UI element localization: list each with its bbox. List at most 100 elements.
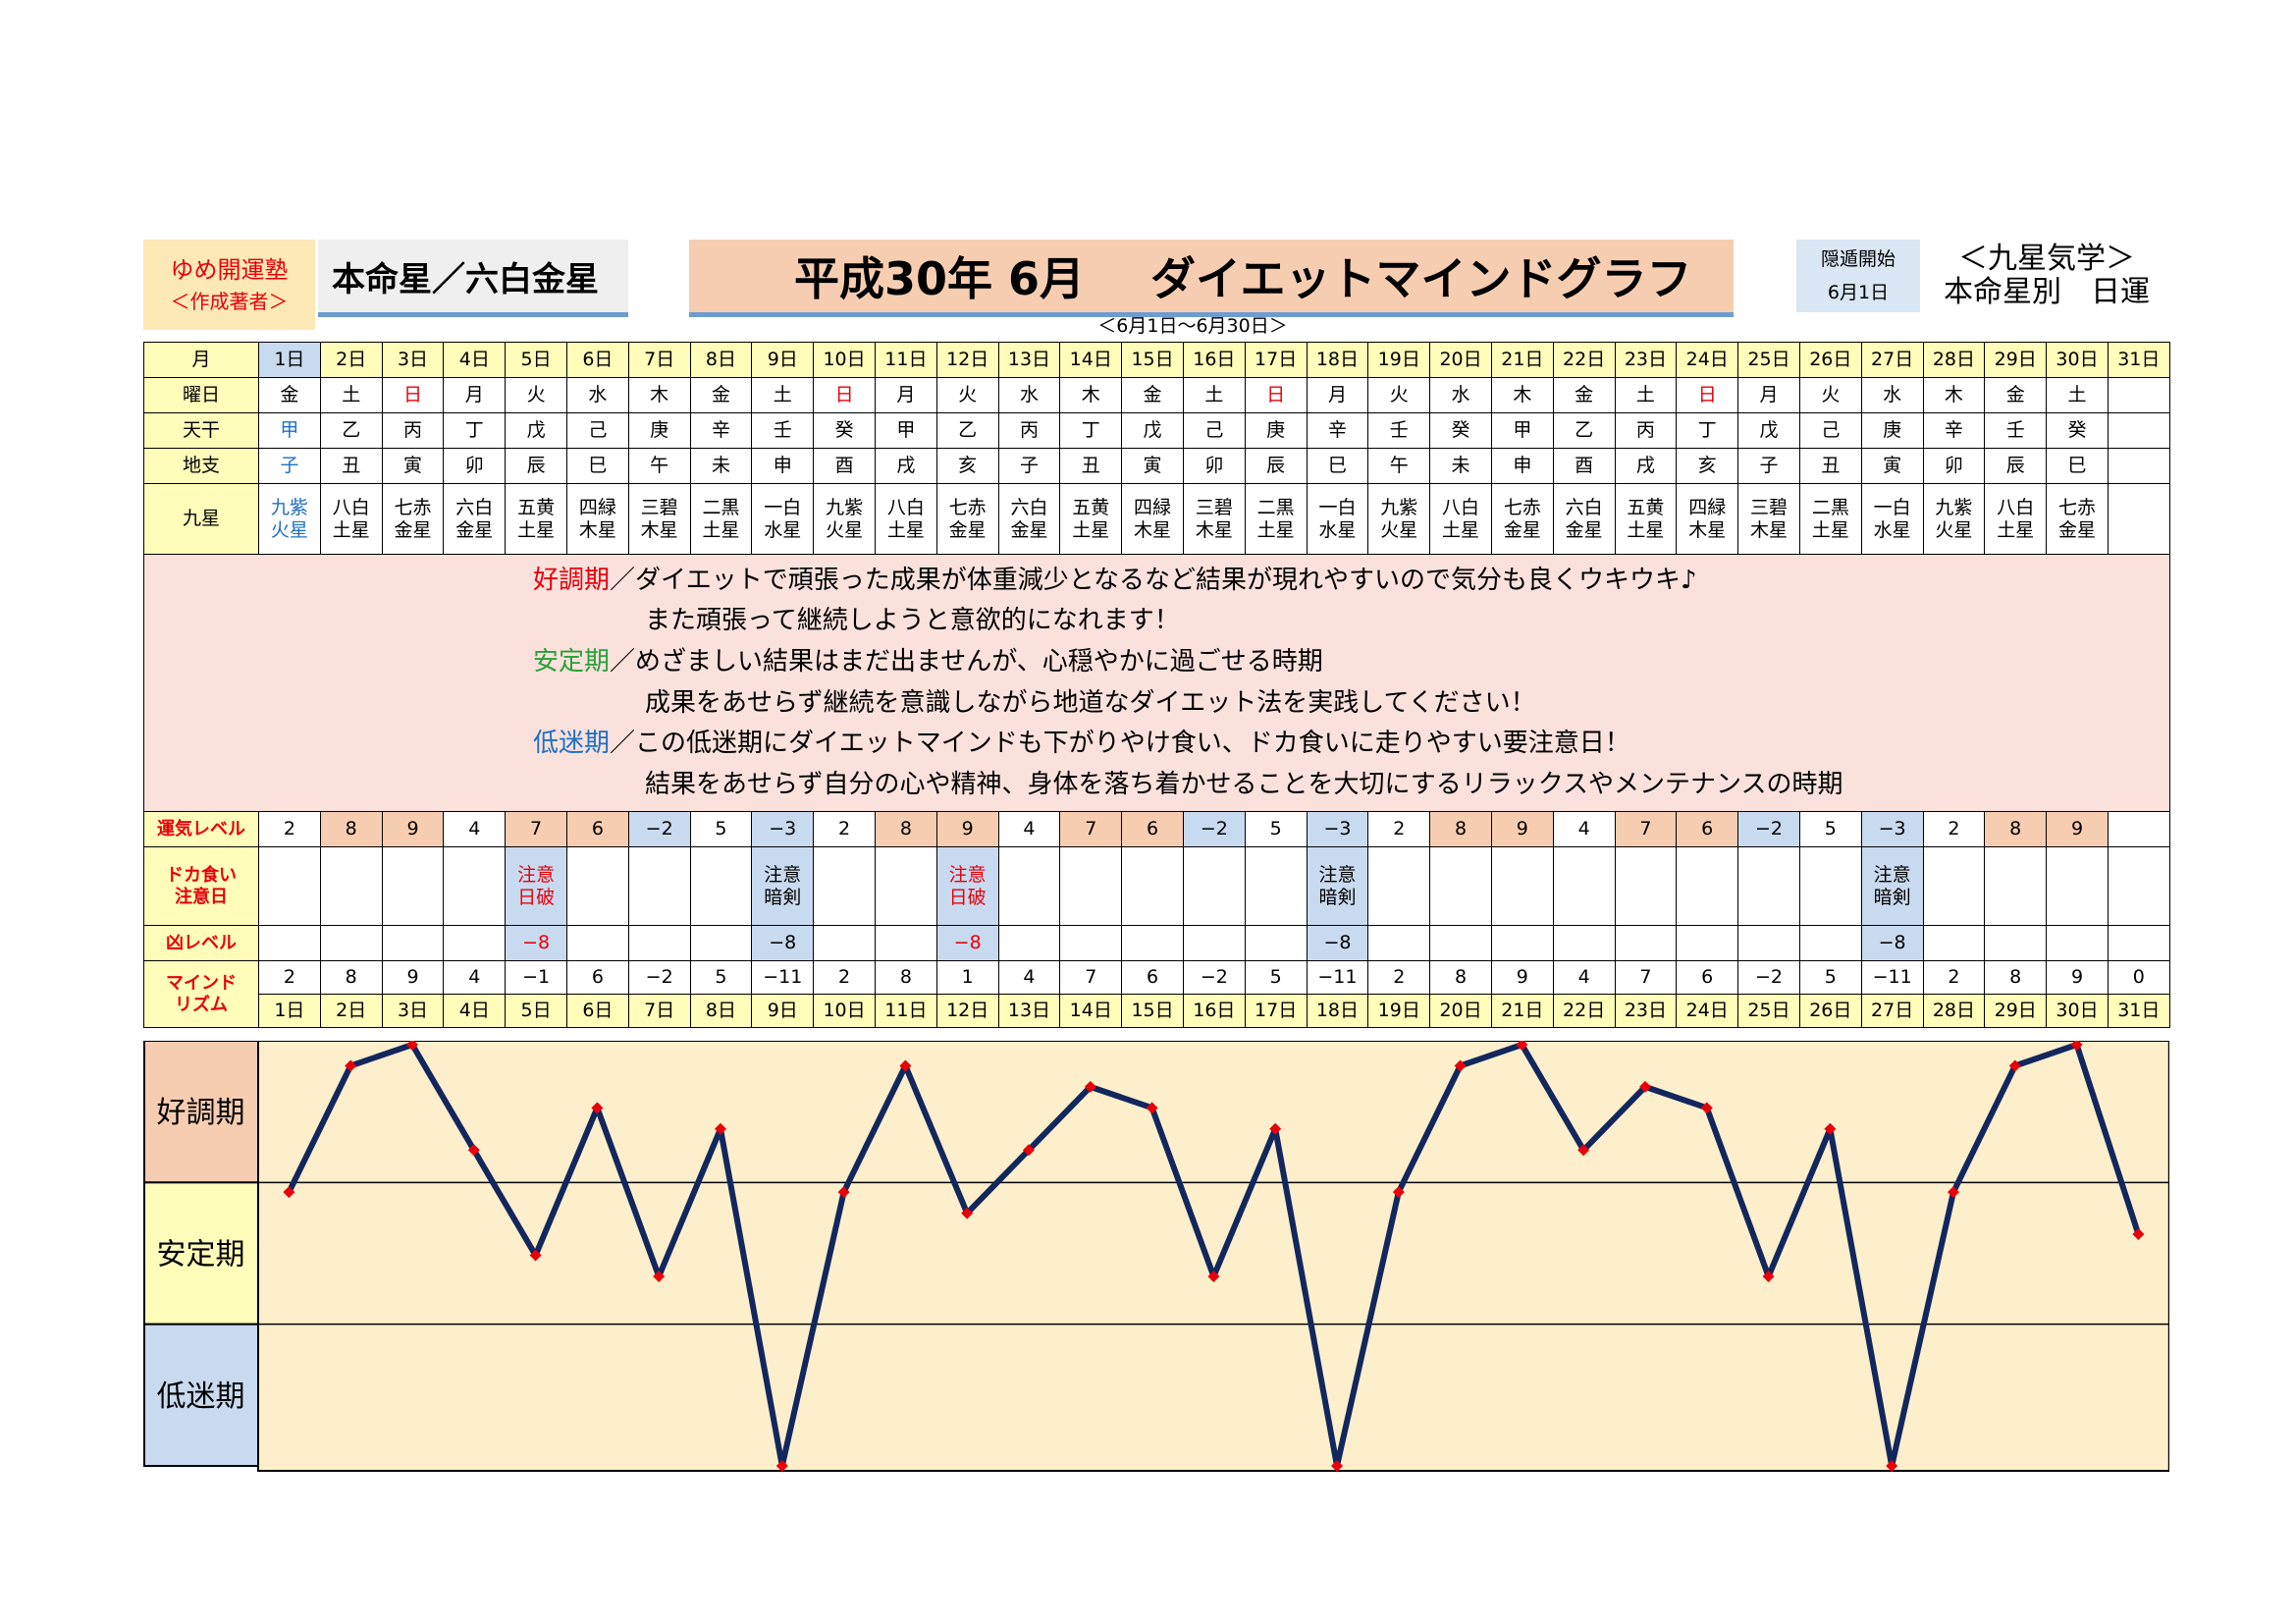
- tenkan-cell: 癸: [813, 412, 876, 449]
- chishi-cell: 酉: [1552, 448, 1616, 484]
- doka-cell: 注意 暗剣: [1860, 846, 1924, 926]
- kyusei-star-name: 九紫: [1380, 496, 1418, 518]
- tenkan-cell: 庚: [1860, 412, 1924, 449]
- day-cell: 28日: [1922, 994, 1986, 1028]
- kyusei-star-name: 四緑: [1688, 496, 1727, 518]
- kyo-cell: [1984, 925, 2048, 961]
- unki-cell: 6: [1676, 811, 1739, 847]
- weekday-cell: 月: [874, 377, 937, 413]
- kyo-cell: [1059, 925, 1123, 961]
- mind-value-cell: 6: [1676, 960, 1739, 995]
- month-day-cell: 3日: [381, 342, 445, 378]
- kyo-cell: [1614, 925, 1678, 961]
- data-point: [1207, 1270, 1220, 1282]
- kyusei-cell: 九紫 火星: [1367, 483, 1431, 555]
- weekday-cell: 月: [1737, 377, 1800, 413]
- unki-cell: 5: [689, 811, 753, 847]
- doka-cell: [1490, 846, 1554, 926]
- unki-label: 運気レベル: [143, 811, 259, 847]
- doka-cell: [1922, 846, 1986, 926]
- unki-cell: 2: [1367, 811, 1431, 847]
- kyusei-row: 九星 九紫 火星 八白 土星 七赤 金星 六白 金星 五黄 土星 四緑 木星 三碧 木星 二黒 土星 一白 水星 九紫…: [143, 483, 2170, 555]
- data-point: [2070, 1041, 2083, 1051]
- mind-value-cell: 5: [689, 960, 753, 995]
- doka-cell: [874, 846, 937, 926]
- kyusei-cell: 七赤 金星: [1490, 483, 1554, 555]
- kyusei-element: 火星: [270, 518, 308, 541]
- unki-row: 運気レベル 2 8 9 4 7 6 −2 5 −3 2 8 9 4 7 6 −2 5 −3 2 8 9 4 7 6 −2 5 −3 2 8…: [143, 811, 2170, 847]
- unki-cell: −3: [1860, 811, 1924, 847]
- weekday-cell: [2107, 377, 2170, 413]
- chishi-cell: 丑: [319, 448, 383, 484]
- doka-cell: [1737, 846, 1800, 926]
- kyusei-cell: 七赤 金星: [935, 483, 999, 555]
- doka-label: ドカ食い 注意日: [143, 846, 259, 926]
- day-cell: 30日: [2046, 994, 2109, 1028]
- kyusei-star-name: 三碧: [1750, 496, 1789, 518]
- kyusei-star-name: 九紫: [1935, 496, 1973, 518]
- kyo-cell: [997, 925, 1061, 961]
- kyusei-cell: 六白 金星: [997, 483, 1061, 555]
- description-stable-line: 安定期／めざましい結果はまだ出ませんが、心穏やかに過ごせる時期: [533, 642, 2169, 683]
- kyusei-star-name: 五黄: [1627, 496, 1665, 518]
- month-day-cell: 21日: [1490, 342, 1554, 378]
- doka-cell: [1614, 846, 1678, 926]
- mind-value-cell: −2: [627, 960, 691, 995]
- weekday-cell: 火: [935, 377, 999, 413]
- chishi-cell: 辰: [1244, 448, 1308, 484]
- kyo-cell: [627, 925, 691, 961]
- kyusei-star-name: 八白: [886, 496, 925, 518]
- description-good-text: ／ダイエットで頑張った成果が体重減少となるなど結果が現れやすいので気分も良くウキ…: [610, 565, 1697, 595]
- kyusei-star-name: 四緑: [1134, 496, 1172, 518]
- kyusei-element: 木星: [1134, 518, 1172, 541]
- description-low-line: 低迷期／この低迷期にダイエットマインドも下がりやけ食い、ドカ食いに走りやすい要注…: [533, 724, 2169, 765]
- kyusei-cell: 一白 水星: [1306, 483, 1369, 555]
- tenkan-cell: 戊: [1737, 412, 1800, 449]
- chishi-cell: 丑: [1059, 448, 1123, 484]
- mind-value-cell: 5: [1798, 960, 1862, 995]
- data-point: [1577, 1144, 1590, 1157]
- unki-cell: 8: [1984, 811, 2048, 847]
- doka-type: 日破: [948, 886, 987, 908]
- data-point: [961, 1207, 974, 1219]
- kyo-cell: [1676, 925, 1739, 961]
- doka-cell: [443, 846, 507, 926]
- data-point: [1331, 1460, 1343, 1472]
- description-box: 好調期／ダイエットで頑張った成果が体重減少となるなど結果が現れやすいので気分も良…: [143, 554, 2170, 812]
- weekday-cell: 火: [505, 377, 567, 413]
- month-label-text: 月: [191, 349, 211, 371]
- tenkan-cell: 癸: [2046, 412, 2109, 449]
- month-label: 月: [143, 342, 259, 378]
- month-day-cell: 29日: [1984, 342, 2048, 378]
- kyusei-element: 火星: [1380, 518, 1418, 541]
- description-low-text: ／この低迷期にダイエットマインドも下がりやけ食い、ドカ食いに走りやすい要注意日！: [610, 729, 1630, 759]
- description-stable-text: ／めざましい結果はまだ出ませんが、心穏やかに過ごせる時期: [610, 646, 1323, 677]
- month-day-cell: 24日: [1676, 342, 1739, 378]
- tenkan-cell: 己: [1798, 412, 1862, 449]
- day-cell: 8日: [689, 994, 753, 1028]
- doka-cell: [1182, 846, 1246, 926]
- mind-value-cell: −2: [1737, 960, 1800, 995]
- data-point: [1084, 1080, 1096, 1093]
- month-day-cell: 20日: [1429, 342, 1492, 378]
- month-row: 月 1日 2日 3日 4日 5日 6日 7日 8日 9日 10日 11日 12日 13日 14日 15日 16日…: [143, 342, 2170, 378]
- unki-cell: 2: [1922, 811, 1986, 847]
- chishi-cell: 申: [1490, 448, 1554, 484]
- mind-value-cell: 8: [1984, 960, 2048, 995]
- band-label-cell: [143, 1323, 259, 1467]
- day-cell: 15日: [1121, 994, 1184, 1028]
- tenkan-cell: 癸: [1429, 412, 1492, 449]
- month-day-cell: 25日: [1737, 342, 1800, 378]
- band-label: 安定期: [157, 1238, 245, 1272]
- unki-cell: −2: [1737, 811, 1800, 847]
- doka-cell: 注意 暗剣: [1306, 846, 1369, 926]
- day-cell: 23日: [1614, 994, 1678, 1028]
- weekday-cell: 金: [1121, 377, 1184, 413]
- mind-value-cell: 1: [935, 960, 999, 995]
- weekday-cell: 月: [443, 377, 507, 413]
- doka-warning: 注意: [764, 863, 802, 886]
- weekday-cell: 日: [1676, 377, 1739, 413]
- kyusei-star-name: 八白: [332, 496, 370, 518]
- tenkan-cell: 丁: [1059, 412, 1123, 449]
- band-label: 低迷期: [157, 1380, 245, 1414]
